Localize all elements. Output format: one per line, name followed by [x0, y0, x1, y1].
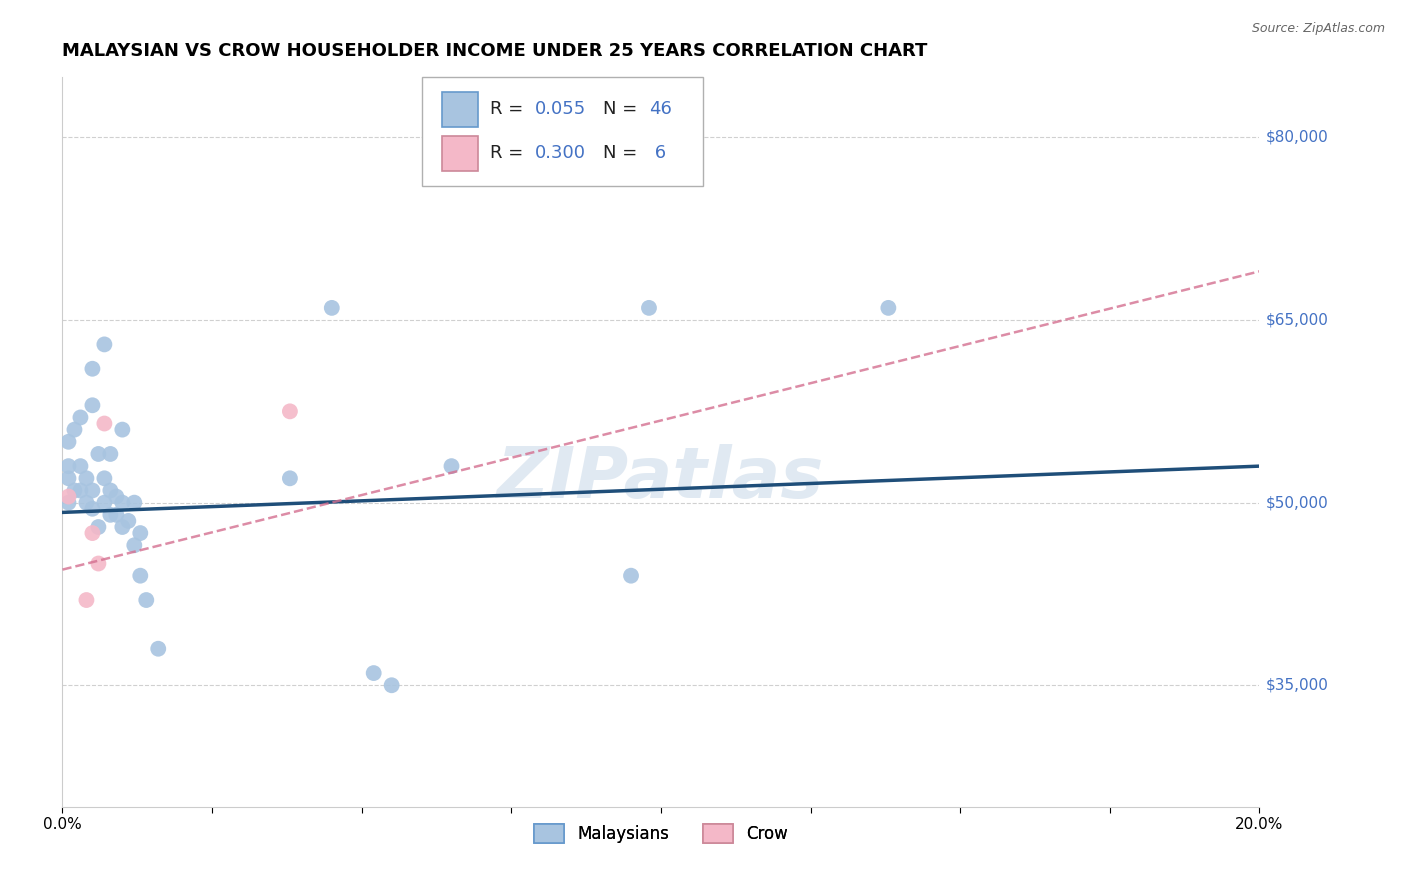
Point	[93, 337, 115, 351]
Point	[363, 666, 385, 681]
Point	[87, 557, 110, 571]
Point	[58, 490, 80, 504]
Point	[100, 508, 122, 522]
Point	[82, 501, 104, 516]
Text: $80,000: $80,000	[1265, 130, 1329, 145]
Point	[148, 641, 170, 656]
Point	[321, 301, 343, 315]
Point	[129, 568, 152, 582]
Point	[87, 447, 110, 461]
Point	[105, 490, 128, 504]
Point	[82, 361, 104, 376]
Bar	[441, 92, 478, 127]
Point	[877, 301, 900, 315]
Text: 6: 6	[650, 145, 666, 162]
Text: ZIPatlas: ZIPatlas	[498, 444, 825, 513]
Text: $35,000: $35,000	[1265, 678, 1329, 693]
Point	[124, 538, 146, 552]
Point	[124, 496, 146, 510]
Text: 0.300: 0.300	[536, 145, 586, 162]
Text: Source: ZipAtlas.com: Source: ZipAtlas.com	[1251, 22, 1385, 36]
Point	[87, 520, 110, 534]
Point	[63, 483, 86, 498]
Point	[82, 526, 104, 541]
Text: $65,000: $65,000	[1265, 312, 1329, 327]
Point	[638, 301, 661, 315]
Point	[58, 434, 80, 449]
Point	[75, 593, 97, 607]
Point	[82, 483, 104, 498]
Legend: Malaysians, Crow: Malaysians, Crow	[527, 817, 794, 850]
Point	[69, 459, 91, 474]
Point	[58, 496, 80, 510]
Text: MALAYSIAN VS CROW HOUSEHOLDER INCOME UNDER 25 YEARS CORRELATION CHART: MALAYSIAN VS CROW HOUSEHOLDER INCOME UND…	[62, 42, 928, 60]
Point	[129, 526, 152, 541]
Text: N =: N =	[603, 145, 644, 162]
Point	[58, 471, 80, 485]
Point	[105, 508, 128, 522]
Point	[111, 496, 134, 510]
Text: R =: R =	[489, 145, 529, 162]
Point	[111, 520, 134, 534]
Point	[135, 593, 157, 607]
FancyBboxPatch shape	[422, 77, 703, 186]
Text: N =: N =	[603, 101, 644, 119]
Point	[63, 423, 86, 437]
Point	[278, 404, 301, 418]
Point	[93, 496, 115, 510]
Text: 0.055: 0.055	[536, 101, 586, 119]
Text: $50,000: $50,000	[1265, 495, 1329, 510]
Text: R =: R =	[489, 101, 529, 119]
Point	[82, 398, 104, 412]
Point	[75, 471, 97, 485]
Text: 46: 46	[650, 101, 672, 119]
Point	[100, 483, 122, 498]
Point	[69, 410, 91, 425]
Bar	[441, 136, 478, 170]
Point	[440, 459, 463, 474]
Point	[111, 423, 134, 437]
Point	[117, 514, 139, 528]
Point	[278, 471, 301, 485]
Point	[69, 483, 91, 498]
Point	[381, 678, 404, 692]
Point	[93, 417, 115, 431]
Point	[58, 459, 80, 474]
Point	[93, 471, 115, 485]
Point	[620, 568, 643, 582]
Point	[75, 496, 97, 510]
Point	[100, 447, 122, 461]
